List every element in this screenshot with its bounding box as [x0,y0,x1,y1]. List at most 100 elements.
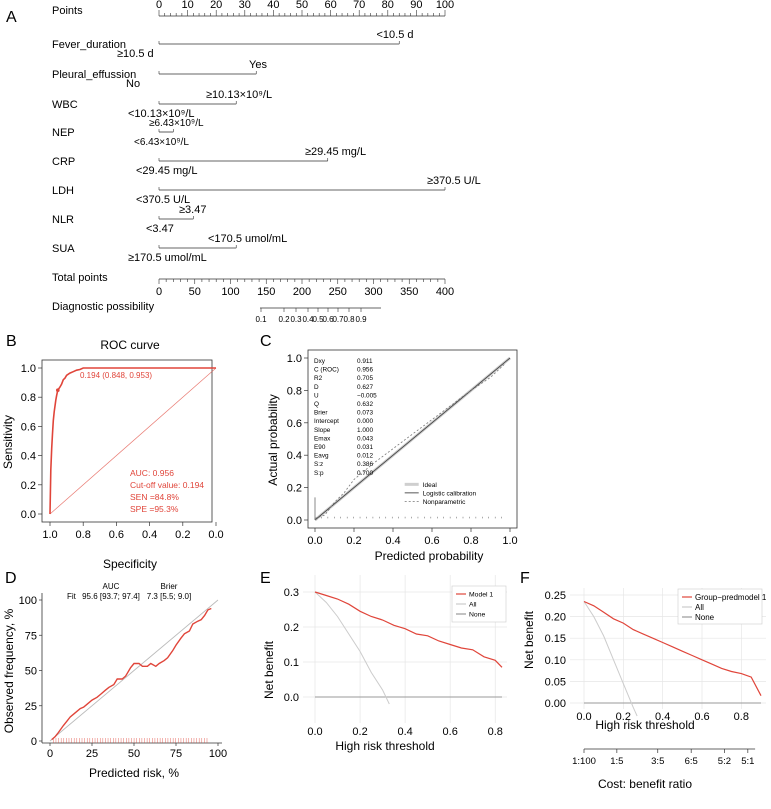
risk-ideal-line [49,599,219,742]
calibration-ytick-label: 0.4 [287,450,302,462]
variable-level-label: <170.5 umol/mL [208,233,287,245]
calibration-plot-frame [307,349,518,529]
panel-letter-c: C [260,333,272,350]
variable-level-label: ≥3.47 [179,204,206,216]
dca-f-xtick-label: 0.4 [655,711,670,723]
dca-f-ytick-label: 0.25 [545,590,566,602]
nomogram-row-label: SUA [52,243,75,255]
risk-row-label: Fit [67,592,77,601]
diagnostic-tick-label: 0.4 [302,315,314,324]
variable-level-label: ≥10.13×10⁹/L [206,89,272,101]
points-tick-label: 80 [382,0,394,11]
roc-xlabel: Specificity [103,557,157,571]
roc-ytick-label: 0.2 [21,480,36,492]
points-tick-label: 50 [296,0,308,11]
calibration-ytick-label: 1.0 [287,353,302,365]
calibration-legend-label: Logistic calibration [423,490,477,497]
diagnostic-tick-label: 0.3 [290,315,302,324]
calibration-stat-name: Brier [314,410,328,417]
calibration-stat-name: Q [314,401,319,408]
risk-fit-line [51,607,212,741]
variable-level-label: ≥370.5 U/L [427,175,481,187]
nomogram-row-label: LDH [52,185,74,197]
roc-reference-line [49,367,217,515]
total-points-tick-label: 100 [221,286,239,298]
dca-f-cb-tick-label: 3:5 [651,756,664,767]
total-points-tick-label: 400 [436,286,454,298]
total-points-tick-label: 300 [364,286,382,298]
roc-panel: B ROC curve Specificity Sensitivity 0.19… [1,333,224,571]
dca-f-xlabel: High risk threshold [595,718,694,732]
calibration-stat-name: U [314,392,319,399]
risk-xlabel: Predicted risk, % [89,766,179,780]
calibration-stat-value: 0.705 [357,375,373,382]
calibration-stat-value: 0.012 [357,453,373,460]
calibration-stat-name: D [314,384,319,391]
risk-header-brier: Brier [161,582,178,591]
roc-plot-frame [41,359,213,523]
risk-ytick-label: 75 [25,630,37,642]
variable-level-label: <10.13×10⁹/L [128,108,195,120]
points-tick-label: 70 [353,0,365,11]
dca-e-legend-label: All [469,602,477,609]
dca-f-cb-tick-label: 5:1 [741,756,754,767]
dca-f-ytick-label: 0.10 [545,655,566,667]
calibration-stat-value: 0.043 [357,435,373,442]
calibration-xtick-label: 0.6 [424,535,439,547]
calibration-stat-value: 0.000 [357,418,373,425]
roc-stat-spe: SPE =95.3% [130,504,179,514]
roc-point-label: 0.194 (0.848, 0.953) [80,371,152,380]
dca-e-legend-label: None [469,612,485,619]
roc-ytick-label: 0.4 [21,451,36,463]
dca-e-xtick-label: 0.6 [443,726,458,738]
diagnostic-tick-label: 0.1 [255,315,267,324]
roc-cutoff-point [56,388,60,392]
roc-stat-sen: SEN =84.8% [130,492,179,502]
calibration-xtick-label: 0.8 [463,535,478,547]
calibration-ytick-label: 0.8 [287,385,302,397]
risk-xtick-label: 50 [128,748,140,760]
calibration-ytick-label: 0.0 [287,515,302,527]
roc-xtick-label: 1.0 [42,529,57,541]
dca-e-xtick-label: 0.8 [488,726,503,738]
dca-f-legend-label: All [695,603,704,612]
diagnostic-tick-label: 0.6 [322,315,334,324]
dca-f-cb-tick-label: 6:5 [685,756,698,767]
calibration-stat-name: Emax [314,435,331,442]
total-points-tick-label: 200 [293,286,311,298]
total-points-tick-label: 250 [329,286,347,298]
calibration-stat-value: 0.031 [357,444,373,451]
panel-letter-f: F [520,570,530,587]
variable-level-label: <10.5 d [376,29,413,41]
calibration-ylabel: Actual probability [266,394,280,485]
calibration-stat-name: E90 [314,444,326,451]
dca-f-cb-tick-label: 5:2 [718,756,731,767]
variable-level-label: ≥6.43×10⁹/L [149,118,204,129]
nomogram-row-label: NLR [52,214,74,226]
dca-f-ytick-label: 0.15 [545,633,566,645]
roc-stat-auc: AUC: 0.956 [130,468,174,478]
roc-ytick-label: 0.8 [21,392,36,404]
nomogram-row-label: Points [52,5,83,17]
roc-xtick-label: 0.4 [142,529,157,541]
dca-e-ytick-label: 0.3 [284,587,299,599]
calibration-stat-value: 0.627 [357,384,373,391]
calibration-stat-name: S:z [314,461,323,468]
roc-xtick-label: 0.0 [208,529,223,541]
dca-f-legend-label: None [695,613,715,622]
total-points-tick-label: 350 [400,286,418,298]
dca-e-xtick-label: 0.2 [352,726,367,738]
dca-e-model-line [314,591,503,668]
nomogram-row-label: Total points [52,272,108,284]
dca-f-cb-tick-label: 1:100 [572,756,596,767]
points-tick-label: 100 [436,0,454,11]
dca-e-xlabel: High risk threshold [335,739,434,753]
calibration-ytick-label: 0.2 [287,483,302,495]
points-tick-label: 0 [156,0,162,11]
dca-e-xtick-label: 0.4 [397,726,412,738]
dca-e-ytick-label: 0.0 [284,692,299,704]
dca-f-ytick-label: 0.00 [545,698,566,710]
variable-level-label: ≥10.5 d [117,48,154,60]
dca-f-legend-label: Group−predmodel 1 [695,593,767,602]
calibration-stat-name: Eavg [314,453,329,460]
